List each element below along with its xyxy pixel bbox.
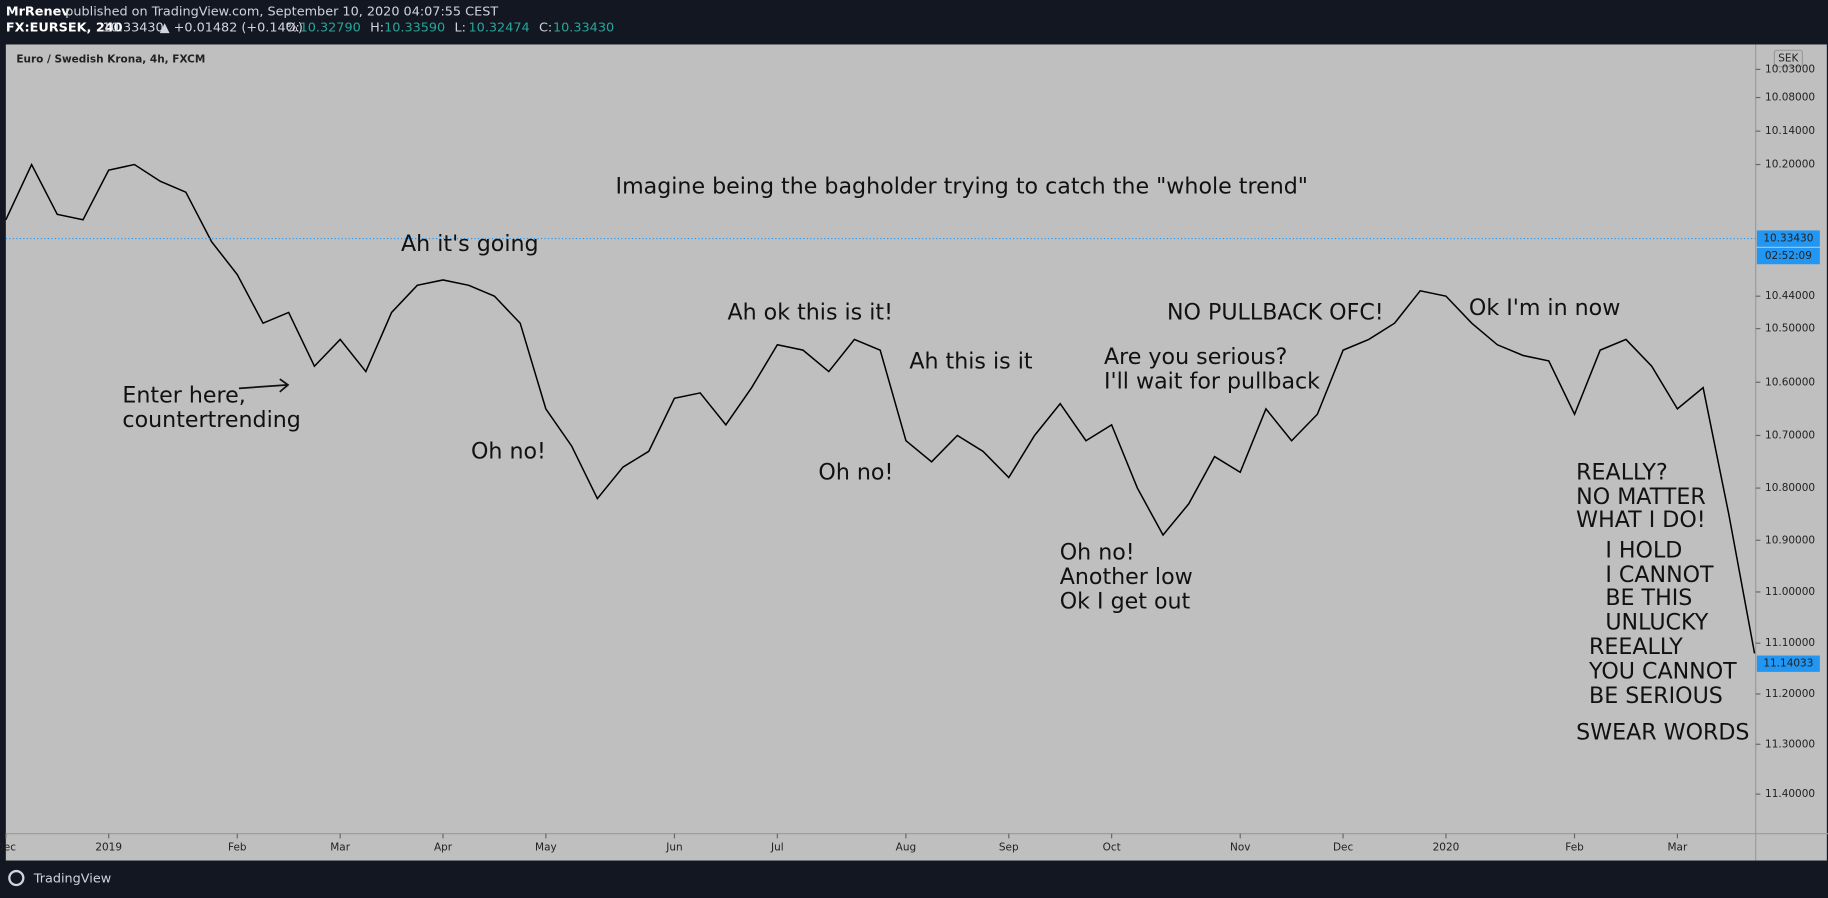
last: 10.33430: [103, 21, 164, 36]
brand: TradingView: [33, 872, 111, 887]
y-tick-label: 11.00000: [1765, 586, 1815, 598]
x-tick-label: Feb: [1565, 842, 1584, 854]
price-tag-label: 10.33430: [1763, 233, 1813, 245]
x-tick-label: Mar: [1668, 842, 1688, 854]
annotation: Oh no!: [818, 459, 893, 485]
x-tick-label: Aug: [896, 842, 916, 854]
y-tick-label: 10.90000: [1765, 534, 1815, 546]
annotation: NO PULLBACK OFC!: [1167, 300, 1384, 326]
annotation: Enter here,: [122, 382, 245, 408]
ohlc-key: O:: [286, 21, 300, 36]
chart-title: Euro / Swedish Krona, 4h, FXCM: [16, 54, 205, 66]
y-tick-label: 11.30000: [1765, 738, 1815, 750]
ohlc-key: H:: [370, 21, 384, 36]
x-tick-label: Apr: [434, 842, 453, 854]
annotation: Ok I get out: [1060, 589, 1191, 615]
x-tick-label: May: [535, 842, 557, 854]
y-tick-label: 10.80000: [1765, 482, 1815, 494]
annotation: Oh no!: [471, 438, 546, 464]
y-tick-label: 11.40000: [1765, 788, 1815, 800]
x-tick-label: 2020: [1433, 842, 1460, 854]
ohlc-key: L:: [455, 21, 466, 36]
annotation: NO MATTER: [1576, 484, 1706, 510]
x-tick-label: Oct: [1103, 842, 1121, 854]
annotation: YOU CANNOT: [1588, 659, 1737, 685]
annotation: Ah ok this is it!: [727, 300, 893, 326]
countdown-tag: [1756, 247, 1820, 265]
annotation: WHAT I DO!: [1576, 507, 1705, 533]
arrow: [238, 378, 290, 393]
y-tick-label: 10.08000: [1765, 92, 1815, 104]
price-line: [5, 162, 1756, 654]
x-tick-label: Jul: [770, 842, 784, 854]
annotation: Are you serious?: [1104, 344, 1287, 370]
annotation: countertrending: [122, 407, 300, 433]
currency-box: [1773, 49, 1803, 68]
user: MrRenev: [6, 4, 70, 19]
x-tick-label: Feb: [228, 842, 247, 854]
x-tick-label: Nov: [1230, 842, 1250, 854]
annotation: BE THIS: [1605, 585, 1692, 611]
y-tick-label: 10.03000: [1765, 63, 1815, 75]
x-tick-label: Mar: [330, 842, 350, 854]
ohlc-value: 10.32474: [469, 21, 530, 36]
annotation: REEALLY: [1589, 634, 1683, 660]
x-tick-label: Dec: [1333, 842, 1354, 854]
annotation: SWEAR WORDS: [1576, 719, 1749, 745]
x-tick-label: 2019: [95, 842, 122, 854]
annotation: Ok I'm in now: [1469, 295, 1620, 321]
x-tick-label: Jun: [665, 842, 682, 854]
annotation: Imagine being the bagholder trying to ca…: [616, 174, 1308, 200]
countdown: 02:52:09: [1765, 250, 1812, 262]
y-tick-label: 10.14000: [1765, 125, 1815, 137]
y-tick-label: 10.44000: [1765, 290, 1815, 302]
logo: [8, 869, 25, 887]
y-tick-label: 11.20000: [1765, 688, 1815, 700]
annotation: I'll wait for pullback: [1104, 368, 1320, 394]
header: MrRenev published on TradingView.com, Se…: [6, 4, 499, 35]
annotation: REALLY?: [1576, 459, 1668, 485]
y-tick-label: 10.20000: [1765, 159, 1815, 171]
footer: TradingView: [8, 869, 111, 887]
ohlc-key: C:: [539, 21, 552, 36]
annotation: Oh no!: [1060, 540, 1135, 566]
y-tick-label: 10.60000: [1765, 376, 1815, 388]
symbol: FX:EURSEK, 240: [6, 21, 123, 36]
annotation: Ah this is it: [909, 349, 1033, 375]
ohlc-value: 10.33590: [384, 21, 445, 36]
ohlc-value: 10.32790: [300, 21, 361, 36]
y-tick-label: 10.50000: [1765, 323, 1815, 335]
y-tick-label: 11.10000: [1765, 637, 1815, 649]
annotation: UNLUCKY: [1605, 610, 1708, 636]
annotation: I HOLD: [1605, 537, 1682, 563]
annotation: Another low: [1060, 564, 1193, 590]
price-tag-label: 11.14033: [1763, 658, 1813, 670]
x-tick-label: Dec: [0, 842, 16, 854]
currency: SEK: [1778, 52, 1799, 64]
change: ▲ +0.01482 (+0.14%): [160, 21, 303, 36]
price-tag: [1756, 230, 1820, 247]
price-tag: [1756, 655, 1820, 672]
plot-background: [5, 44, 1827, 861]
ohlc-value: 10.33430: [553, 21, 614, 36]
y-tick-label: 10.70000: [1765, 429, 1815, 441]
annotation: I CANNOT: [1605, 562, 1714, 588]
published: published on TradingView.com, September …: [65, 4, 498, 19]
annotation: Ah it's going: [401, 231, 539, 257]
x-tick-label: Sep: [999, 842, 1019, 854]
annotation: BE SERIOUS: [1589, 683, 1723, 709]
